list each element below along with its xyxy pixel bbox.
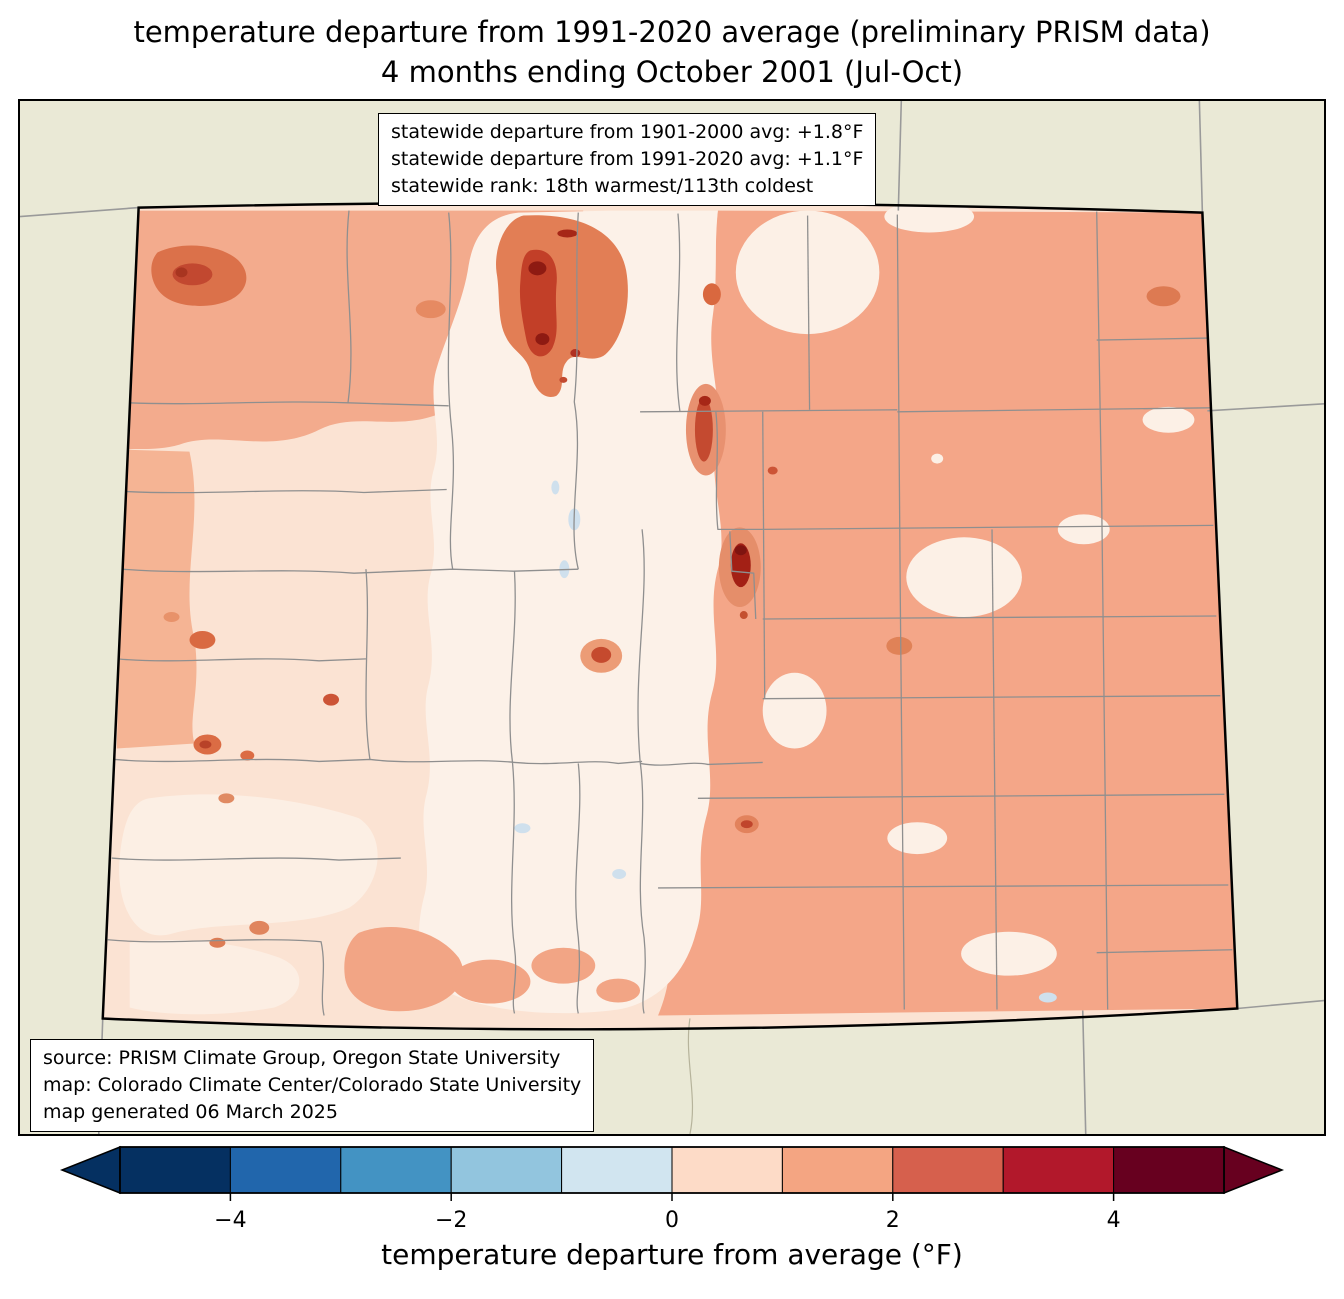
tick-label-2: 2 <box>886 1208 900 1233</box>
source-attribution-box: source: PRISM Climate Group, Oregon Stat… <box>30 1039 595 1132</box>
northwest-hot-anomaly <box>151 245 247 306</box>
source-line-1: source: PRISM Climate Group, Oregon Stat… <box>43 1047 561 1069</box>
map-area: statewide departure from 1901-2000 avg: … <box>18 99 1326 1136</box>
tick-label-neg2: −2 <box>435 1208 467 1233</box>
stats-line-3: statewide rank: 18th warmest/113th colde… <box>391 174 814 197</box>
colorbar-left-arrow <box>59 1145 121 1195</box>
colorbar-right-arrow <box>1223 1145 1285 1195</box>
tick-label-4: 4 <box>1107 1208 1121 1233</box>
statewide-stats-box: statewide departure from 1901-2000 avg: … <box>378 113 877 206</box>
colorbar: −4 −2 0 2 4 <box>59 1145 1285 1233</box>
southwest-corner-pale-region <box>129 940 300 1015</box>
colorbar-tick-labels: −4 −2 0 2 4 <box>214 1208 1120 1233</box>
southwest-pale-region <box>119 794 378 936</box>
title-line-2: 4 months ending October 2001 (Jul-Oct) <box>380 55 964 89</box>
stats-line-2: statewide departure from 1991-2020 avg: … <box>391 147 864 170</box>
county-boundary-lines <box>107 210 1233 1016</box>
colorado-temperature-map <box>20 101 1324 1134</box>
title-line-1: temperature departure from 1991-2020 ave… <box>133 15 1211 49</box>
colorbar-axis-label: temperature departure from average (°F) <box>381 1238 963 1271</box>
warm-anomaly-spots <box>163 283 1181 948</box>
colorbar-tick-marks <box>229 1193 1115 1201</box>
stats-line-1: statewide departure from 1901-2000 avg: … <box>391 121 864 143</box>
west-border-warm-strip <box>116 449 197 749</box>
temperature-surface <box>102 202 1238 1030</box>
tick-label-0: 0 <box>665 1208 679 1233</box>
source-line-3: map generated 06 March 2025 <box>43 1100 338 1123</box>
north-central-hot-anomaly <box>496 215 628 397</box>
source-line-2: map: Colorado Climate Center/Colorado St… <box>43 1073 582 1096</box>
colorbar-segments <box>119 1146 1225 1194</box>
tick-label-neg4: −4 <box>214 1208 246 1233</box>
figure-title: temperature departure from 1991-2020 ave… <box>0 12 1344 92</box>
south-central-warm-blobs <box>344 926 641 1012</box>
